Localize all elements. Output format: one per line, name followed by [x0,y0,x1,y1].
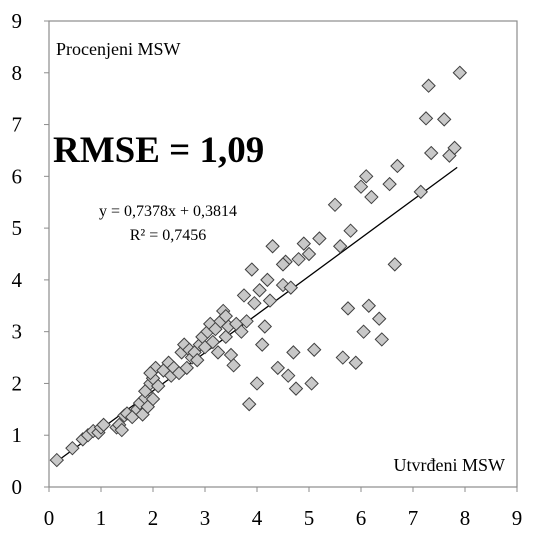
data-point [49,452,65,468]
data-point [340,301,356,316]
axes [44,20,518,492]
data-point [223,347,239,363]
data-point [257,319,273,334]
y-tick-label: 4 [12,268,23,292]
plot-area-border [48,20,518,488]
x-tick-label: 4 [252,506,263,530]
data-point [387,257,403,272]
x-tick-label: 8 [460,506,471,530]
data-point [374,332,390,347]
x-tick-label: 3 [200,506,211,530]
data-point [358,169,374,184]
data-point [205,334,221,350]
y-tick-label: 7 [12,113,23,137]
data-point [244,262,260,277]
data-point [304,376,319,391]
data-point [150,378,166,394]
data-point [418,111,434,126]
trendline-equation: y = 0,7378x + 0,3814 [99,203,237,220]
data-point [145,391,161,407]
x-tick-label: 5 [304,506,315,530]
data-point [275,257,291,272]
rmse-annotation: RMSE = 1,09 [53,130,264,171]
x-tick-label: 6 [356,506,367,530]
data-point [247,295,262,311]
y-tick-label: 3 [12,320,23,344]
data-point [226,358,241,373]
data-point [371,311,387,326]
y-tick-label: 9 [12,9,23,33]
data-point [288,381,304,396]
y-tick-label: 8 [12,61,23,85]
data-point [96,417,111,433]
data-point [236,288,252,303]
data-point [348,355,364,370]
data-point [218,329,234,345]
data-point [452,65,468,80]
data-point [447,140,462,156]
data-point [291,251,306,267]
data-point [283,280,299,295]
data-point [234,324,249,339]
data-point [189,352,205,368]
y-tick-label: 5 [12,216,23,240]
data-points [49,65,468,468]
data-point [301,246,317,262]
tick-labels: 0 1 2 3 4 5 6 7 8 9 0 1 2 3 4 5 6 7 8 9 [12,9,523,530]
data-point [265,239,280,254]
data-point [143,365,158,381]
y-tick-label: 2 [12,371,23,395]
data-point [356,324,371,339]
x-axis-label: Utvrđeni MSW [394,455,506,475]
data-point [390,158,405,174]
x-tick-label: 9 [512,506,523,530]
data-point [306,342,322,357]
data-point [382,176,397,192]
data-point [114,422,130,438]
data-point [262,293,278,308]
data-point [361,298,377,313]
x-tick-label: 1 [96,506,107,530]
data-point [270,360,286,376]
y-tick-label: 0 [12,475,23,499]
data-point [254,337,270,352]
data-point [353,179,369,194]
data-point [423,145,439,161]
x-tick-label: 2 [148,506,159,530]
data-point [312,231,327,246]
data-point [252,283,267,298]
data-point [421,78,436,93]
data-point [332,239,348,254]
data-point [179,360,195,376]
x-tick-label: 0 [44,506,55,530]
data-point [210,345,226,360]
y-tick-label: 6 [12,164,23,188]
y-tick-label: 1 [12,423,23,447]
data-point [280,368,296,383]
data-point [218,308,234,324]
data-point [436,112,452,127]
data-point [241,396,257,412]
r-squared-label: R² = 0,7456 [130,227,207,244]
data-point [343,223,358,238]
data-point [239,314,254,329]
data-point [296,236,312,251]
data-point [335,350,351,365]
data-point [413,184,429,200]
data-point [260,272,275,288]
x-tick-label: 7 [408,506,419,530]
y-axis-label: Procenjeni MSW [56,39,180,59]
data-point [65,440,80,456]
data-point [327,197,343,213]
data-point [249,376,265,391]
data-point [364,189,379,205]
data-point [286,345,301,360]
